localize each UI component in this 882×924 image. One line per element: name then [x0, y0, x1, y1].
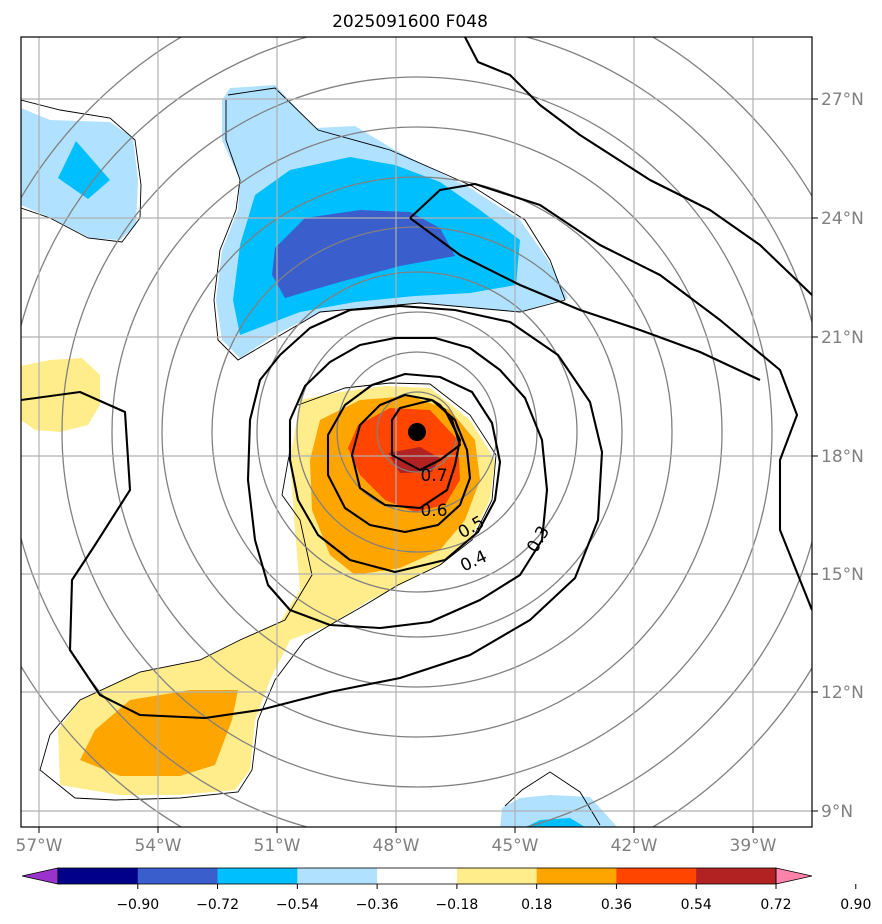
contour-labels: 0.7 0.6 0.5 0.4 0.3: [420, 466, 554, 576]
range-rings: [21, 37, 812, 827]
colorbar-box: [456, 868, 537, 884]
lat-label: 21°N: [821, 328, 864, 348]
fill-deepskyblue-west: [58, 141, 110, 199]
fill-royalblue-north: [272, 210, 455, 298]
colorbar-tick-label: −0.54: [276, 897, 319, 913]
lat-labels: 27°N 24°N 21°N 18°N 15°N 12°N 9°N: [821, 90, 864, 822]
colorbar-box: [58, 868, 139, 884]
contour-label-0.7: 0.7: [420, 466, 447, 486]
lon-label: 39°W: [730, 836, 777, 856]
lat-label: 15°N: [821, 565, 864, 585]
lon-label: 42°W: [611, 836, 658, 856]
map-area: 0.7 0.6 0.5 0.4 0.3: [21, 37, 812, 827]
colorbar-extend-low: [21, 867, 59, 885]
lon-label: 51°W: [254, 836, 301, 856]
colorbar-tick-label: 0.54: [681, 897, 712, 913]
storm-center-marker: [408, 423, 426, 441]
colorbar-tick-label: 0.18: [521, 897, 552, 913]
colorbar-box: [137, 868, 218, 884]
colorbar-box: [217, 868, 298, 884]
lat-label: 12°N: [821, 683, 864, 703]
colorbar-box: [616, 868, 697, 884]
lat-label: 18°N: [821, 447, 864, 467]
lon-label: 57°W: [16, 836, 63, 856]
chart-title: 2025091600 F048: [332, 12, 488, 32]
black-contours: [21, 37, 812, 720]
colorbar-tick-label: −0.90: [116, 897, 159, 913]
axis-ticks: [38, 98, 818, 833]
colorbar-extend-high: [775, 867, 813, 885]
thin-outlines: [21, 87, 601, 826]
colorbar-tick-label: −0.18: [435, 897, 478, 913]
colorbar-box: [696, 868, 777, 884]
lon-label: 54°W: [135, 836, 182, 856]
colorbar-box: [377, 868, 458, 884]
lat-label: 24°N: [821, 209, 864, 229]
fill-deepskyblue-south: [526, 818, 585, 827]
colorbar-tick-label: −0.72: [196, 897, 239, 913]
map-frame: [20, 36, 813, 828]
contour-label-0.6: 0.6: [420, 501, 447, 521]
lat-label: 27°N: [821, 90, 864, 110]
colorbar-tick-label: 0.72: [760, 897, 791, 913]
lon-label: 48°W: [373, 836, 420, 856]
colorbar-tick-label: 0.90: [840, 897, 871, 913]
lon-label: 45°W: [492, 836, 539, 856]
lat-label: 9°N: [821, 802, 853, 822]
shading-negative: [21, 85, 618, 827]
colorbar-box: [536, 868, 617, 884]
colorbar-box: [297, 868, 378, 884]
colorbar: −0.90 −0.72 −0.54 −0.36 −0.18 0.18 0.36 0.54 0.7…: [21, 867, 871, 913]
colorbar-frame: [57, 867, 777, 885]
lon-labels: 57°W 54°W 51°W 48°W 45°W 42°W 39°W: [16, 836, 777, 856]
colorbar-tick-label: 0.36: [601, 897, 632, 913]
colorbar-tick-label: −0.36: [356, 897, 399, 913]
